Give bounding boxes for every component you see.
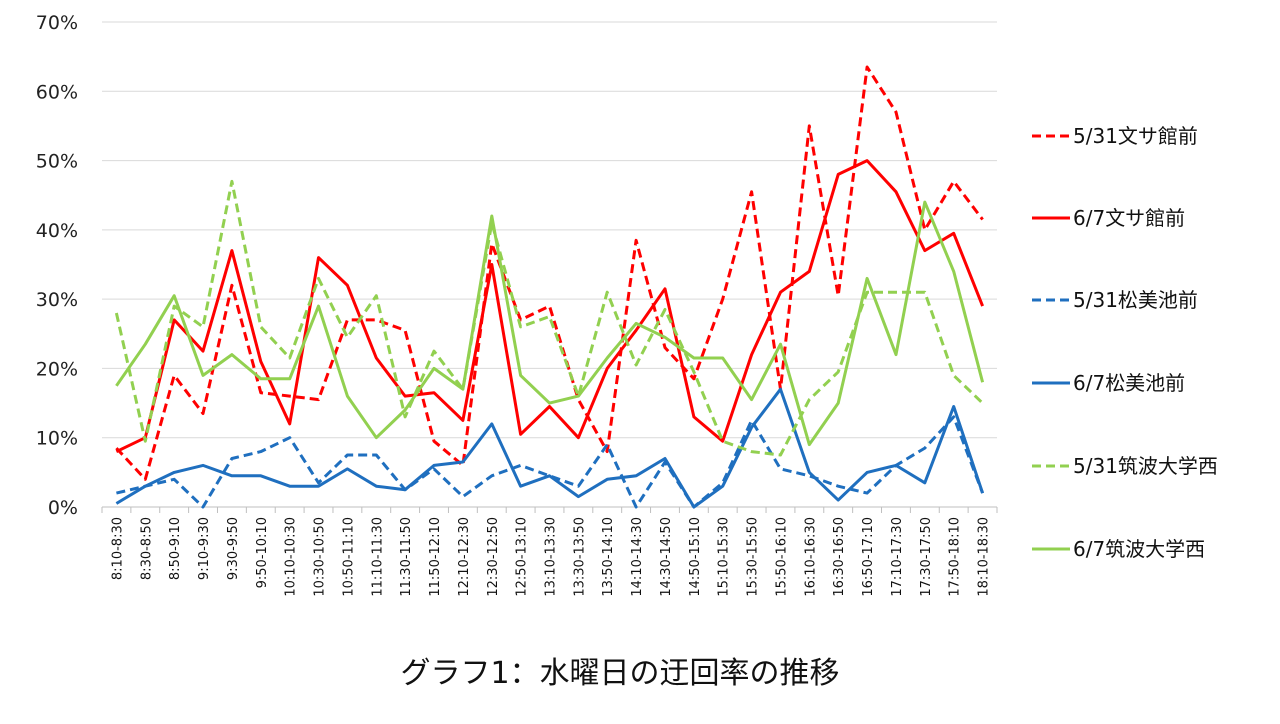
x-tick-label: 16:10-16:30 — [803, 517, 818, 597]
x-tick-label: 17:30-17:50 — [919, 517, 934, 597]
x-tick-label: 9:50-10:10 — [255, 517, 270, 588]
x-tick-label: 11:50-12:10 — [428, 517, 443, 597]
x-tick-label: 17:10-17:30 — [890, 517, 905, 597]
x-tick-label: 16:50-17:10 — [861, 517, 876, 597]
y-tick-label: 50% — [36, 151, 78, 173]
x-tick-label: 15:10-15:30 — [717, 517, 732, 597]
x-tick-label: 12:10-12:30 — [457, 517, 472, 597]
y-tick-label: 30% — [36, 289, 78, 311]
y-tick-label: 60% — [36, 81, 78, 103]
legend-label: 6/7松美池前 — [1073, 371, 1185, 395]
legend-label: 6/7筑波大学西 — [1073, 537, 1205, 561]
legend-label: 5/31文サ館前 — [1073, 124, 1198, 148]
x-tick-label: 12:30-12:50 — [486, 517, 501, 597]
x-tick-label: 8:10-8:30 — [110, 517, 125, 580]
x-tick-label: 14:50-15:10 — [688, 517, 703, 597]
y-tick-label: 40% — [36, 220, 78, 242]
x-tick-label: 14:10-14:30 — [630, 517, 645, 597]
series-line-3 — [116, 415, 985, 509]
legend: 5/31文サ館前 6/7文サ館前 5/31松美池前 6/7松美池前 5/31筑波大学西 6… — [1032, 124, 1218, 561]
x-tick-label: 13:50-14:10 — [601, 517, 616, 597]
x-tick-label: 10:50-11:10 — [341, 517, 356, 597]
x-tick-label: 14:30-14:50 — [659, 517, 674, 597]
x-tick-label: 17:50-18:10 — [948, 517, 963, 597]
y-tick-label: 0% — [48, 497, 78, 519]
x-tick-label: 9:10-9:30 — [197, 517, 212, 580]
series-line-2 — [115, 159, 984, 453]
x-tick-label: 11:10-11:30 — [370, 517, 385, 597]
x-tick-label: 15:30-15:50 — [746, 517, 761, 597]
x-tick-label: 15:50-16:10 — [774, 517, 789, 597]
y-tick-label: 70% — [36, 12, 78, 34]
gridlines — [102, 21, 997, 439]
legend-label: 6/7文サ館前 — [1073, 206, 1185, 230]
x-tick-label: 11:30-11:50 — [399, 517, 414, 597]
x-tick-label: 10:10-10:30 — [284, 517, 299, 597]
x-tick-label: 8:50-9:10 — [168, 517, 183, 580]
y-tick-label: 10% — [36, 428, 78, 450]
chart-caption: グラフ1：水曜日の迂回率の推移 — [400, 656, 839, 691]
series-line-1 — [115, 65, 984, 481]
x-tick-label: 10:30-10:50 — [313, 517, 328, 597]
series-lines — [114, 65, 985, 509]
x-tick-label: 13:10-13:30 — [544, 517, 559, 597]
series-line-6 — [115, 200, 985, 447]
series-line-5 — [114, 179, 984, 457]
axes: 0% 10% 20% 30% 40% 50% 60% 70% 8:10-8:30 8:30-8:5… — [36, 12, 998, 597]
y-tick-label: 20% — [36, 358, 78, 380]
x-tick-label: 13:30-13:50 — [572, 517, 587, 597]
legend-label: 5/31筑波大学西 — [1073, 454, 1218, 478]
x-tick-label: 18:10-18:30 — [977, 517, 992, 597]
x-tick-label: 16:30-16:50 — [832, 517, 847, 597]
series-line-4 — [115, 387, 985, 509]
x-tick-label: 9:30-9:50 — [226, 517, 241, 580]
x-tick-label: 12:50-13:10 — [515, 517, 530, 597]
legend-label: 5/31松美池前 — [1073, 288, 1198, 312]
x-tick-label: 8:30-8:50 — [139, 517, 154, 580]
